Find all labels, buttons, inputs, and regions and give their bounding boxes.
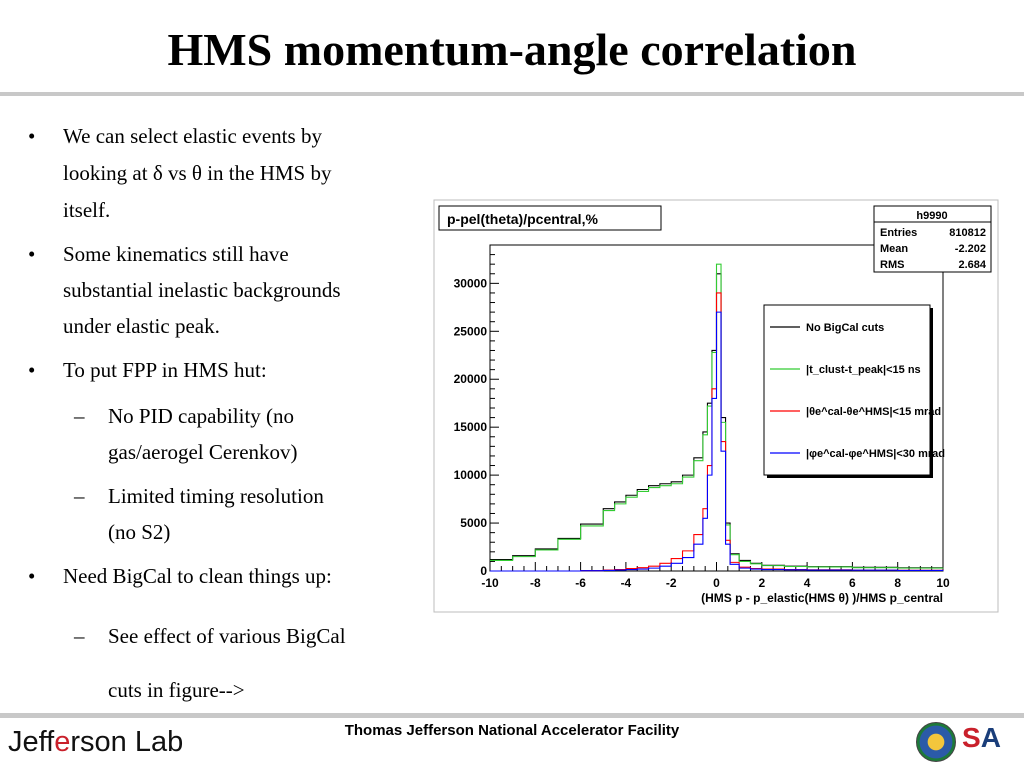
- y-tick-label: 15000: [454, 420, 488, 434]
- x-tick-label: -8: [530, 576, 541, 590]
- bullet-text: To put FPP in HMS hut:: [63, 358, 267, 382]
- x-tick-label: -6: [575, 576, 586, 590]
- title-divider: [0, 92, 1024, 96]
- y-tick-label: 0: [480, 564, 487, 578]
- bullet-text: (no S2): [108, 520, 171, 544]
- logo-text-accent: S: [962, 722, 981, 753]
- footer-divider: [0, 713, 1024, 718]
- stats-row-label: RMS: [880, 259, 904, 271]
- bullet-text: looking at δ vs θ in the HMS by: [63, 161, 332, 185]
- bullet-text: under elastic peak.: [63, 314, 220, 338]
- x-tick-label: -2: [666, 576, 677, 590]
- x-tick-label: 0: [713, 576, 720, 590]
- stats-box-name: h9990: [916, 210, 947, 222]
- stats-row-value: 810812: [949, 227, 986, 239]
- series-line: [490, 263, 944, 569]
- slide-title: HMS momentum-angle correlation: [167, 24, 857, 75]
- bullet-text: substantial inelastic backgrounds: [63, 278, 341, 302]
- bullet-text: itself.: [63, 198, 111, 222]
- legend-entry-label: |θe^cal-θe^HMS|<15 mrad: [806, 406, 941, 418]
- legend-entry-label: |t_clust-t_peak|<15 ns: [806, 364, 921, 376]
- bullet-text: Some kinematics still have: [63, 242, 289, 266]
- legend-box: [763, 304, 931, 476]
- bullet-text: Limited timing resolution: [108, 484, 324, 508]
- bullet-text: cuts in figure-->: [108, 678, 245, 702]
- bullet-mark: –: [74, 484, 85, 508]
- bullet-mark: •: [28, 124, 36, 148]
- stats-box: [873, 205, 992, 273]
- x-tick-label: 10: [936, 576, 950, 590]
- jsa-logo: SA: [962, 722, 1001, 754]
- doe-seal-icon: [916, 722, 956, 762]
- y-tick-label: 20000: [454, 372, 488, 386]
- bullet-text: Need BigCal to clean things up:: [63, 564, 332, 588]
- y-tick-label: 25000: [454, 324, 488, 338]
- stats-row-label: Mean: [880, 243, 908, 255]
- bullet-text: See effect of various BigCal: [108, 624, 346, 648]
- series-line: [490, 311, 944, 572]
- bullet-text: No PID capability (no: [108, 404, 295, 428]
- bullet-mark: •: [28, 358, 36, 382]
- legend-entry-label: |φe^cal-φe^HMS|<30 mrad: [806, 448, 945, 460]
- stats-row-value: -2.202: [955, 243, 986, 255]
- x-tick-label: 4: [804, 576, 811, 590]
- bullet-mark: •: [28, 242, 36, 266]
- x-tick-label: -10: [481, 576, 499, 590]
- logo-text: rson Lab: [70, 726, 184, 758]
- x-tick-label: 8: [894, 576, 901, 590]
- logo-text: Jeff: [8, 726, 55, 758]
- bullet-text: We can select elastic events by: [63, 124, 322, 148]
- chart-title-box: [438, 205, 662, 231]
- y-tick-label: 5000: [460, 516, 487, 530]
- bullet-text: gas/aerogel Cerenkov): [108, 440, 298, 464]
- bullet-mark: –: [74, 404, 85, 428]
- x-tick-label: 2: [758, 576, 765, 590]
- y-tick-label: 30000: [454, 276, 488, 290]
- bullet-mark: •: [28, 564, 36, 588]
- logo-text-accent: e: [54, 726, 71, 758]
- chart-border: [433, 199, 999, 613]
- jefferson-lab-logo: Jefferson Lab: [8, 726, 183, 759]
- chart-title: p-pel(theta)/pcentral,%: [447, 211, 598, 227]
- x-tick-label: -4: [621, 576, 632, 590]
- stats-row-label: Entries: [880, 227, 917, 239]
- footer-facility-name: Thomas Jefferson National Accelerator Fa…: [344, 722, 680, 739]
- bullet-mark: –: [74, 624, 85, 648]
- x-axis-label: (HMS p - p_elastic(HMS θ) )/HMS p_centra…: [701, 591, 943, 605]
- legend-entry-label: No BigCal cuts: [806, 322, 884, 334]
- stats-row-value: 2.684: [958, 259, 986, 271]
- y-tick-label: 10000: [454, 468, 488, 482]
- logo-text: A: [980, 722, 1001, 753]
- x-tick-label: 6: [849, 576, 856, 590]
